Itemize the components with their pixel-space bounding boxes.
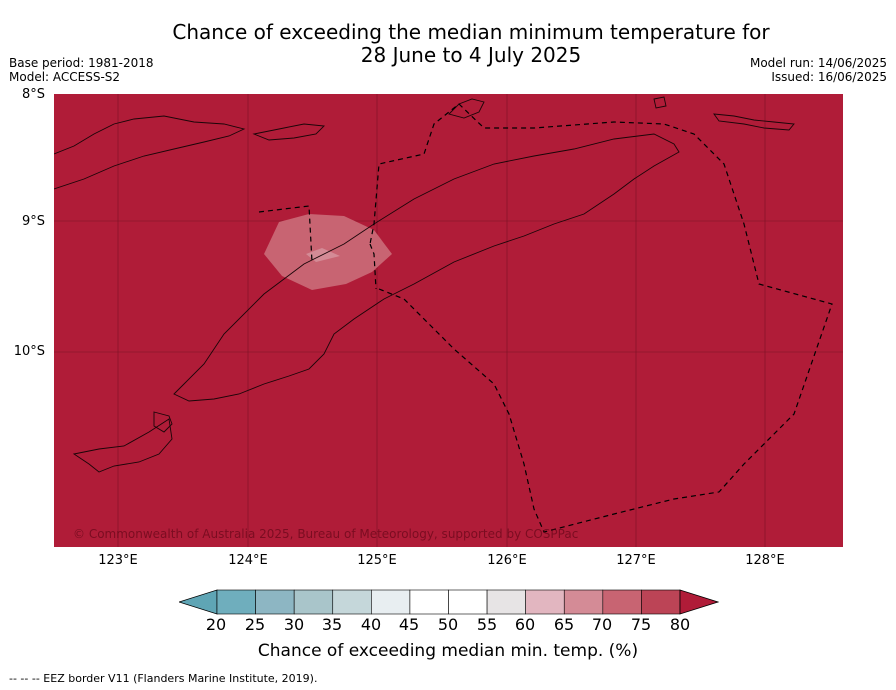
colorbar-cell-60-65	[525, 589, 565, 615]
map-background	[54, 94, 843, 547]
map-canvas: © Commonwealth of Australia 2025, Bureau…	[54, 94, 843, 547]
colorbar-label-75: 75	[630, 615, 652, 634]
colorbar-cell-35-40	[332, 589, 372, 615]
lat-label-9s: 9°S	[21, 214, 45, 229]
colorbar-label-35: 35	[321, 615, 343, 634]
lon-label-124e: 124°E	[228, 553, 268, 568]
atauro-island-coast	[653, 96, 667, 109]
model-label: Model: ACCESS-S2	[9, 70, 121, 84]
colorbar-label-40: 40	[360, 615, 382, 634]
colorbar-title: Chance of exceeding median min. temp. (%…	[257, 641, 639, 661]
colorbar-cells	[216, 589, 681, 615]
colorbar-cell-45-50	[409, 589, 449, 615]
lat-label-8s: 8°S	[21, 87, 45, 102]
colorbar-label-65: 65	[553, 615, 575, 634]
colorbar-label-45: 45	[398, 615, 420, 634]
colorbar-label-25: 25	[244, 615, 266, 634]
issued-label: Issued: 16/06/2025	[771, 70, 887, 84]
map-title-line1: Chance of exceeding the median minimum t…	[172, 20, 770, 44]
flores-coast	[54, 115, 246, 190]
model-run-label: Model run: 14/06/2025	[749, 56, 887, 70]
colorbar-cell-20-25	[216, 589, 256, 615]
lon-label-123e: 123°E	[98, 553, 138, 568]
colorbar-cell-40-45	[371, 589, 411, 615]
colorbar-cell-30-35	[293, 589, 334, 615]
colorbar-label-55: 55	[476, 615, 498, 634]
colorbar-label-70: 70	[591, 615, 613, 634]
timor-island-coast	[173, 133, 680, 402]
map-title-line2: 28 June to 4 July 2025	[360, 43, 582, 67]
coastlines	[54, 96, 795, 473]
graticule	[54, 94, 843, 547]
colorbar-label-60: 60	[514, 615, 536, 634]
sawu-island-coast	[72, 418, 173, 473]
colorbar-label-80: 80	[669, 615, 691, 634]
lon-label-125e: 125°E	[357, 553, 397, 568]
lon-label-126e: 126°E	[487, 553, 527, 568]
colorbar-cell-65-70	[563, 589, 604, 615]
colorbar-label-50: 50	[437, 615, 459, 634]
base-period-label: Base period: 1981-2018	[9, 56, 154, 70]
roti-island-coast	[153, 411, 173, 433]
forecast-map: © Commonwealth of Australia 2025, Bureau…	[54, 94, 843, 547]
colorbar-cell-50-55	[448, 589, 488, 615]
colorbar-cell-70-75	[602, 589, 642, 615]
eez-border	[258, 103, 833, 533]
alor-coast	[252, 123, 325, 141]
colorbar-cell-55-60	[486, 589, 526, 615]
lat-label-10s: 10°S	[13, 344, 45, 359]
colorbar-extend-high	[679, 589, 719, 615]
colorbar-label-20: 20	[205, 615, 227, 634]
copyright-notice: © Commonwealth of Australia 2025, Bureau…	[73, 527, 578, 541]
colorbar-extend-low	[179, 589, 218, 615]
lon-label-128e: 128°E	[745, 553, 785, 568]
colorbar-cell-25-30	[255, 589, 295, 615]
banda-islands-coast	[713, 113, 795, 131]
lon-label-127e: 127°E	[616, 553, 656, 568]
colorbar-label-30: 30	[283, 615, 305, 634]
colorbar-cell-75-80	[641, 589, 681, 615]
eez-border-legend: -- -- -- EEZ border V11 (Flanders Marine…	[9, 672, 318, 685]
colorbar	[179, 589, 719, 615]
